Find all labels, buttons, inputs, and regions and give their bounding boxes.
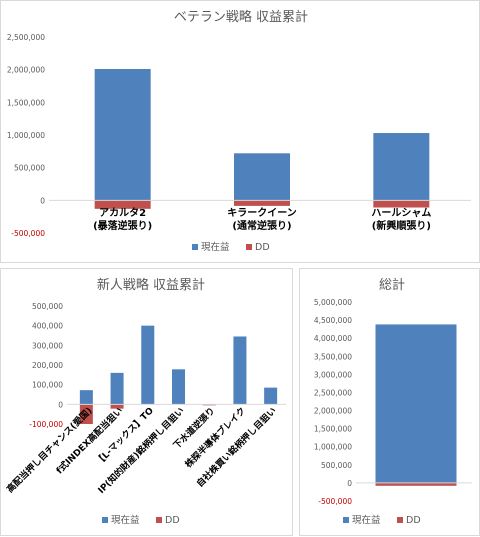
category-label: アカルタ2 (暴落逆張り) [93, 207, 152, 232]
legend-swatch-dd [246, 244, 252, 250]
y-tick-label: 1,000,000 [7, 131, 45, 140]
y-tick-label: 2,000,000 [7, 66, 45, 75]
total-chart-panel: 総計 5,000,000 4,500,000 4,000,000 3,500,000 3,… [299, 268, 480, 536]
y-tick-label: 1,000,000 [314, 443, 352, 452]
bar-current-profit [234, 153, 290, 201]
y-tick-label: 3,000,000 [314, 370, 352, 379]
y-tick-label: 3,500,000 [314, 352, 352, 361]
bar-dd [375, 482, 457, 486]
legend-swatch-dd [156, 517, 162, 523]
bar-dd [94, 200, 151, 209]
total-chart: 総計 5,000,000 4,500,000 4,000,000 3,500,000 3,… [314, 277, 472, 526]
legend-label-dd: DD [255, 242, 270, 253]
category-label: 【L-マックス】TO [94, 405, 156, 467]
category-label: キラークイーン(通常逆張り) [227, 207, 297, 232]
legend-label-current-profit: 現在益 [352, 514, 381, 526]
y-tick-label: 500,000 [32, 302, 63, 311]
bar-dd [110, 404, 124, 409]
y-tick-label: 200,000 [32, 361, 63, 370]
y-tick-label: 2,000,000 [314, 407, 352, 416]
chart-title: ベテラン戦略 収益累計 [174, 9, 308, 25]
y-tick-label: -500,000 [11, 229, 45, 238]
chart-title: 新人戦略 収益累計 [97, 277, 205, 293]
y-tick-label: -100,000 [29, 420, 63, 429]
bar-current-profit [373, 133, 430, 201]
y-tick-label: 2,500,000 [7, 33, 45, 42]
newbie-chart-panel: 新人戦略 収益累計 500,000 400,000 300,000 200,000 100… [0, 268, 293, 536]
legend-swatch-current-profit [343, 517, 349, 523]
y-tick-label: 500,000 [321, 461, 352, 470]
bar-dd [234, 200, 290, 206]
bar-current-profit [79, 390, 93, 405]
bar-current-profit [375, 324, 457, 483]
y-tick-label: 400,000 [32, 322, 63, 331]
legend-swatch-dd [397, 517, 403, 523]
legend-label-dd: DD [165, 515, 180, 526]
bar-current-profit [172, 369, 185, 405]
y-tick-label: 300,000 [32, 341, 63, 350]
legend-swatch-current-profit [102, 517, 108, 523]
y-tick-label: -500,000 [318, 497, 352, 506]
bar-current-profit [141, 325, 155, 405]
y-tick-label: 0 [347, 479, 352, 488]
bar-dd [79, 404, 93, 424]
y-tick-label: 4,500,000 [314, 316, 352, 325]
legend-label-current-profit: 現在益 [111, 514, 140, 526]
chart-title: 総計 [379, 277, 405, 293]
y-tick-label: 5,000,000 [314, 298, 352, 307]
veteran-chart-panel: ベテラン戦略 収益累計 2,500,000 2,000,000 1,500,000 1,… [0, 0, 480, 263]
y-tick-label: 0 [40, 196, 45, 205]
bar-current-profit [233, 336, 247, 405]
category-label: ハールシャム(新興順張り) [371, 207, 431, 232]
bar-current-profit [94, 69, 151, 201]
legend-label-dd: DD [406, 515, 421, 526]
veteran-chart: ベテラン戦略 収益累計 2,500,000 2,000,000 1,500,000 1,… [7, 9, 471, 253]
newbie-chart: 新人戦略 収益累計 500,000 400,000 300,000 200,000 100… [4, 277, 286, 526]
bar-current-profit [110, 372, 124, 405]
legend-swatch-current-profit [192, 244, 198, 250]
y-tick-label: 1,500,000 [7, 98, 45, 107]
bar-current-profit [264, 387, 278, 405]
y-tick-label: 4,000,000 [314, 334, 352, 343]
bar-dd [373, 200, 430, 208]
y-tick-label: 2,500,000 [314, 388, 352, 397]
y-tick-label: 100,000 [32, 381, 63, 390]
y-tick-label: 500,000 [14, 164, 45, 173]
legend-label-current-profit: 現在益 [201, 241, 230, 253]
y-tick-label: 1,500,000 [314, 425, 352, 434]
y-tick-label: 0 [58, 400, 63, 409]
